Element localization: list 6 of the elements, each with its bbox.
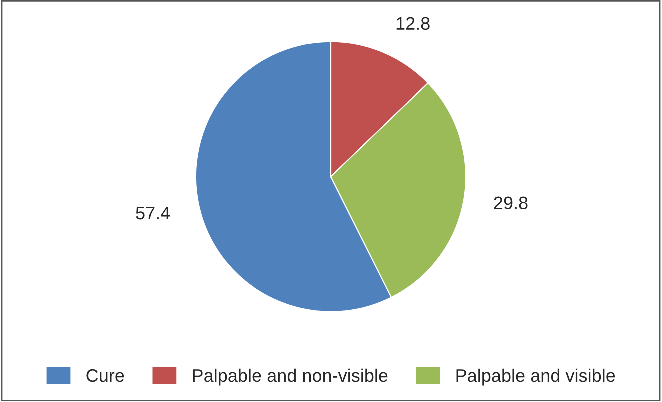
data-label: 57.4	[136, 207, 170, 220]
legend-label: Palpable and non-visible	[193, 368, 388, 386]
data-label: 29.8	[494, 196, 528, 210]
legend-label: Palpable and visible	[456, 368, 616, 386]
legend-label: Cure	[86, 369, 124, 382]
data-label: 12.8	[396, 17, 430, 30]
